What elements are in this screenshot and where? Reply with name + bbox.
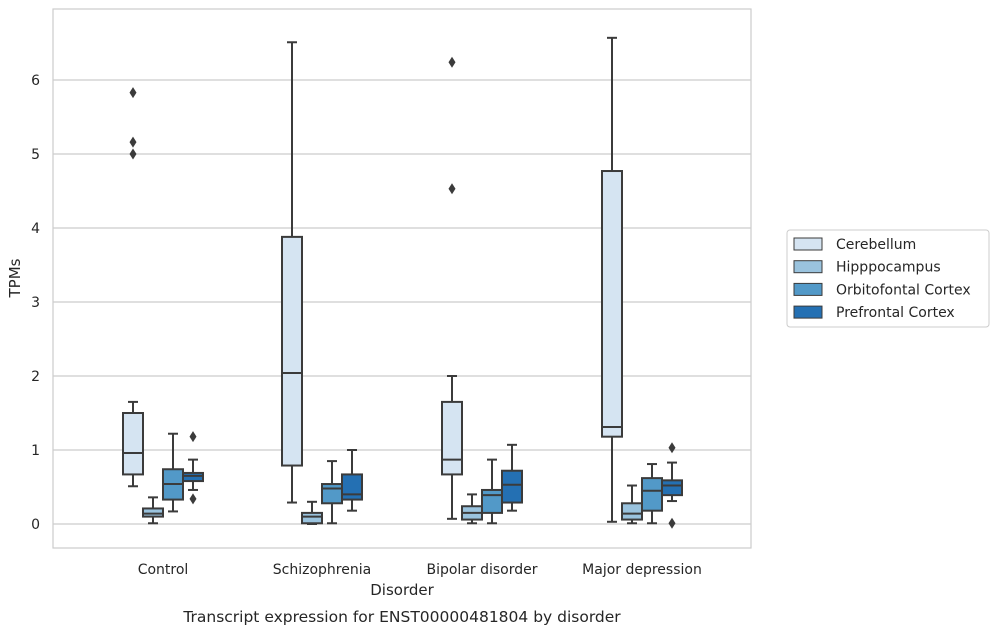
box-iqr	[601, 170, 623, 438]
grid-layer	[53, 79, 751, 525]
legend-label: Hipppocampus	[836, 260, 941, 276]
x-tick-labels: Control Schizophrenia Bipolar disorder Majo…	[138, 562, 702, 578]
box-iqr	[281, 235, 303, 467]
box-3-1	[341, 449, 363, 512]
box-0-1	[281, 41, 303, 504]
outlier-marker	[129, 136, 137, 148]
x-tick-label: Major depression	[582, 562, 702, 578]
legend-swatch	[793, 237, 823, 251]
x-tick-label: Schizophrenia	[273, 562, 371, 578]
y-tick-label: 4	[31, 221, 40, 237]
legend-frame	[786, 229, 990, 328]
x-tick-label: Bipolar disorder	[426, 562, 537, 578]
box-iqr	[142, 507, 164, 518]
y-tick-label: 5	[31, 147, 40, 163]
y-tick-label: 6	[31, 73, 40, 89]
box-1-1	[301, 500, 323, 525]
plot-frame	[52, 8, 752, 549]
legend-label: Prefrontal Cortex	[836, 305, 955, 321]
box-0-3	[601, 36, 623, 523]
box-iqr	[321, 483, 343, 505]
box-2-0	[162, 432, 184, 513]
outlier-marker	[189, 431, 197, 443]
box-iqr	[182, 471, 204, 483]
y-tick-label: 3	[31, 295, 40, 311]
chart-caption: Transcript expression for ENST0000048180…	[182, 608, 621, 626]
legend-swatch	[793, 260, 823, 274]
box-3-3	[661, 442, 683, 529]
legend-label: Cerebellum	[836, 237, 916, 253]
box-iqr	[301, 511, 323, 525]
box-2-1	[321, 460, 343, 525]
box-1-3	[621, 484, 643, 525]
outlier-marker	[129, 87, 137, 99]
box-iqr	[621, 502, 643, 521]
box-iqr	[641, 477, 663, 512]
box-iqr	[481, 488, 503, 514]
box-0-0	[122, 87, 144, 488]
outlier-marker	[668, 517, 676, 529]
legend-label: Orbitofontal Cortex	[836, 282, 971, 298]
box-iqr	[341, 473, 363, 501]
box-3-2	[501, 443, 523, 512]
box-layer	[122, 36, 683, 529]
y-tick-labels: 0 1 2 3 4 5 6	[31, 73, 40, 533]
y-tick-label: 0	[31, 517, 40, 533]
box-0-2	[441, 56, 463, 520]
y-tick-label: 1	[31, 443, 40, 459]
box-2-3	[641, 463, 663, 525]
box-iqr	[501, 469, 523, 504]
legend-swatch	[793, 282, 823, 296]
box-1-0	[142, 496, 164, 525]
box-2-2	[481, 458, 503, 525]
outlier-marker	[448, 56, 456, 68]
box-iqr	[441, 400, 463, 476]
outlier-marker	[129, 148, 137, 160]
x-axis-label: Disorder	[370, 581, 434, 599]
box-3-0	[182, 431, 204, 505]
outlier-marker	[668, 442, 676, 454]
y-tick-label: 2	[31, 369, 40, 385]
legend: Cerebellum Hipppocampus Orbitofontal Corte…	[786, 229, 990, 328]
x-tick-label: Control	[138, 562, 189, 578]
box-1-2	[461, 493, 483, 525]
legend-swatch	[793, 305, 823, 319]
outlier-marker	[448, 183, 456, 195]
outlier-marker	[189, 493, 197, 505]
box-iqr	[122, 412, 144, 476]
box-iqr	[661, 479, 683, 497]
y-axis-label: TPMs	[6, 258, 24, 298]
